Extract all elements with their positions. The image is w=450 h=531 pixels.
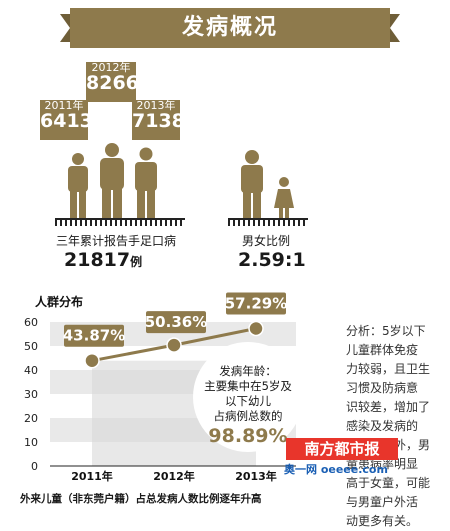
y-tick-label: 50	[24, 340, 38, 353]
ground-line-left	[55, 218, 185, 226]
male-icon	[241, 150, 263, 218]
case-box-2012: 2012年 8266	[86, 61, 139, 102]
case-year-label: 2013年	[136, 99, 176, 112]
total-unit: 例	[130, 255, 143, 269]
title-banner	[70, 8, 390, 48]
age-bubble	[193, 342, 303, 452]
case-box-2011: 2011年 6413	[40, 99, 93, 140]
newspaper-logo: 南方都市报	[286, 438, 398, 460]
data-point	[84, 352, 100, 369]
case-year-label: 2012年	[91, 61, 131, 74]
person-icon-2012	[100, 143, 124, 218]
total-value: 21817	[64, 249, 131, 271]
y-axis: 0 10 20 30 40 50 60	[24, 316, 296, 473]
analysis-line: 识较差，增加了	[346, 400, 431, 414]
data-label-box	[226, 292, 286, 315]
chart-title: 人群分布	[35, 294, 83, 309]
data-label: 43.87%	[63, 327, 125, 345]
analysis-line: 高于女童，可能	[346, 476, 431, 490]
age-title: 发病年龄：	[219, 364, 277, 378]
analysis-line: 与男童户外活	[346, 495, 419, 509]
data-point	[166, 337, 182, 353]
x-axis: 2011年 2012年 2013年	[71, 469, 277, 483]
x-tick-label: 2013年	[235, 469, 277, 483]
analysis-line: 分析：5岁以下	[346, 324, 426, 338]
data-point	[248, 320, 264, 337]
y-tick-label: 20	[24, 412, 38, 425]
ground-line-right	[228, 218, 308, 226]
gender-figures	[241, 150, 294, 218]
analysis-line: 感染及发病的	[346, 419, 419, 433]
site-watermark: 奥一网 oeeee.com	[284, 463, 388, 476]
y-tick-label: 60	[24, 316, 38, 329]
analysis-line: 儿童群体免疫	[346, 343, 419, 357]
case-figures	[68, 143, 157, 218]
analysis-note: 分析：5岁以下儿童群体免疫力较弱，且卫生习惯及防病意识较差，增加了感染及发病的机…	[346, 322, 446, 531]
x-tick-label: 2012年	[153, 469, 195, 483]
series-line	[84, 320, 264, 369]
analysis-line: 习惯及防病意	[346, 381, 419, 395]
person-icon-2013	[135, 147, 157, 218]
data-label: 50.36%	[145, 313, 207, 331]
person-icon-2011	[68, 153, 88, 218]
data-label: 57.29%	[225, 295, 287, 313]
case-value: 8266	[86, 71, 139, 94]
age-bubble-text: 发病年龄： 主要集中在5岁及 以下幼儿 占病例总数的 98.89%	[193, 364, 303, 448]
page-title: 发病概况	[181, 15, 278, 40]
total-value-wrap: 21817例	[64, 249, 142, 271]
age-value: 98.89%	[208, 425, 288, 447]
case-value: 6413	[40, 109, 93, 132]
age-line-3: 占病例总数的	[213, 409, 283, 423]
chart-caption: 外来儿童（非东莞户籍）占总发病人数比例逐年升高	[20, 493, 262, 505]
ratio-value: 2.59:1	[238, 249, 306, 271]
x-tick-label: 2011年	[71, 469, 113, 483]
y-tick-label: 40	[24, 364, 38, 377]
case-value: 7138	[132, 109, 185, 132]
analysis-line: 动更多有关。	[346, 514, 419, 528]
age-line-1: 主要集中在5岁及	[204, 379, 292, 393]
analysis-line: 童患病率明显	[346, 457, 419, 471]
y-tick-label: 10	[24, 436, 38, 449]
case-year-label: 2011年	[44, 99, 84, 112]
y-tick-label: 30	[24, 388, 38, 401]
age-line-2: 以下幼儿	[225, 394, 271, 408]
banner-ribbon-left	[60, 14, 70, 42]
ratio-label: 男女比例	[242, 234, 291, 248]
total-label: 三年累计报告手足口病	[56, 234, 177, 248]
y-tick-label: 0	[31, 460, 38, 473]
case-box-2013: 2013年 7138	[132, 99, 185, 140]
data-labels: 43.87% 50.36% 57.29%	[63, 292, 287, 347]
data-label-box	[64, 324, 124, 347]
female-icon	[274, 177, 294, 218]
data-label-box	[146, 311, 206, 334]
analysis-line: 力较弱，且卫生	[346, 362, 431, 376]
banner-ribbon-right	[390, 14, 400, 42]
